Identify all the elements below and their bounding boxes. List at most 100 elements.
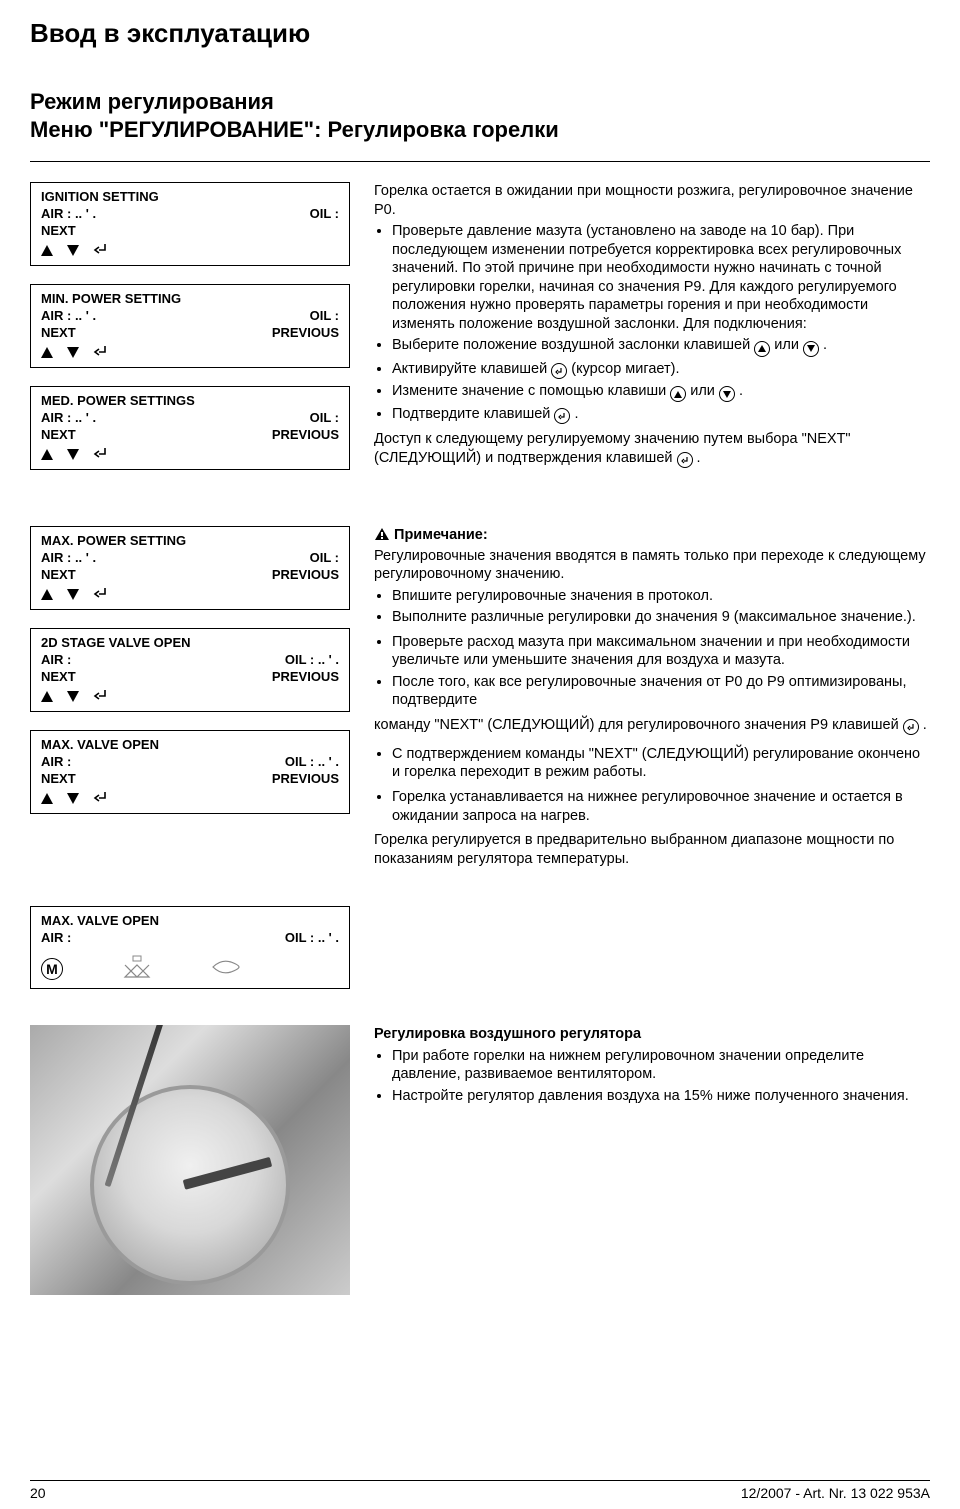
prev-label: PREVIOUS (272, 771, 339, 786)
up-icon (41, 245, 53, 256)
body-text-1: Горелка остается в ожидании при мощности… (374, 182, 930, 488)
down-icon (67, 347, 79, 358)
prev-label: PREVIOUS (272, 427, 339, 442)
enter-icon (93, 344, 109, 361)
next-label: NEXT (41, 223, 76, 238)
body3-title: Регулировка воздушного регулятора (374, 1026, 641, 1042)
air-label: AIR : .. ' . (41, 206, 96, 221)
enter-icon (93, 688, 109, 705)
next-label: NEXT (41, 427, 76, 442)
footer: 20 12/2007 - Art. Nr. 13 022 953A (30, 1480, 930, 1501)
down-circle-icon (719, 386, 735, 402)
panel-title: 2D STAGE VALVE OPEN (41, 635, 339, 650)
motor-icon: M (41, 958, 63, 980)
bullet: После того, как все регулировочные значе… (392, 673, 930, 710)
next-label: NEXT (41, 771, 76, 786)
enter-icon (93, 446, 109, 463)
enter-circle-icon (554, 408, 570, 424)
next-label: NEXT (41, 567, 76, 582)
bullet: Активируйте клавишей (курсор мигает). (392, 360, 930, 379)
panel-title: MAX. POWER SETTING (41, 533, 339, 548)
regulator-photo (30, 1025, 350, 1295)
oil-label: OIL : .. ' . (285, 930, 339, 945)
up-icon (41, 691, 53, 702)
up-circle-icon (754, 341, 770, 357)
up-icon (41, 449, 53, 460)
panel-ignition: IGNITION SETTING AIR : .. ' . OIL : NEXT (30, 182, 350, 266)
heading: Режим регулирования (30, 89, 930, 115)
panel-2d-stage: 2D STAGE VALVE OPEN AIR : OIL : .. ' . N… (30, 628, 350, 712)
bullet: С подтверждением команды "NEXT" (СЛЕДУЮЩ… (392, 745, 930, 782)
divider (30, 161, 930, 162)
note-text: Регулировочные значения вводятся в памят… (374, 547, 930, 584)
enter-circle-icon (677, 452, 693, 468)
panel-title: MIN. POWER SETTING (41, 291, 339, 306)
subtitle: Меню "РЕГУЛИРОВАНИЕ": Регулировка горелк… (30, 117, 930, 143)
up-icon (41, 793, 53, 804)
prev-label: PREVIOUS (272, 325, 339, 340)
down-icon (67, 245, 79, 256)
panel-med-power: MED. POWER SETTINGS AIR : .. ' . OIL : N… (30, 386, 350, 470)
panel-min-power: MIN. POWER SETTING AIR : .. ' . OIL : NE… (30, 284, 350, 368)
down-icon (67, 449, 79, 460)
page-number: 20 (30, 1485, 46, 1501)
oil-label: OIL : (310, 410, 339, 425)
air-label: AIR : .. ' . (41, 550, 96, 565)
down-icon (67, 691, 79, 702)
bullet: Подтвердите клавишей . (392, 405, 930, 424)
prev-label: PREVIOUS (272, 669, 339, 684)
next-label: NEXT (41, 325, 76, 340)
next-label: NEXT (41, 669, 76, 684)
air-label: AIR : .. ' . (41, 308, 96, 323)
body-text-2: Примечание: Регулировочные значения ввод… (374, 526, 930, 868)
panel-title: MED. POWER SETTINGS (41, 393, 339, 408)
up-icon (41, 589, 53, 600)
panel-title: IGNITION SETTING (41, 189, 339, 204)
note-label: Примечание: (394, 527, 488, 543)
panel-title: MAX. VALVE OPEN (41, 737, 339, 752)
down-icon (67, 793, 79, 804)
oil-label: OIL : .. ' . (285, 754, 339, 769)
oil-label: OIL : (310, 550, 339, 565)
bullet: Проверьте расход мазута при максимальном… (392, 633, 930, 670)
p0: Горелка остается в ожидании при мощности… (374, 182, 930, 219)
bullet: Горелка устанавливается на нижнее регули… (392, 788, 930, 825)
enter-icon (93, 790, 109, 807)
enter-circle-icon (551, 363, 567, 379)
air-label: AIR : (41, 754, 71, 769)
enter-icon (93, 242, 109, 259)
up-icon (41, 347, 53, 358)
valve-icon (123, 955, 151, 982)
down-circle-icon (803, 341, 819, 357)
prev-label: PREVIOUS (272, 567, 339, 582)
air-label: AIR : .. ' . (41, 410, 96, 425)
air-label: AIR : (41, 930, 71, 945)
bullet: Настройте регулятор давления воздуха на … (392, 1087, 930, 1106)
bullet: При работе горелки на нижнем регулировоч… (392, 1047, 930, 1084)
doc-ref: 12/2007 - Art. Nr. 13 022 953A (741, 1485, 930, 1501)
flame-icon (211, 958, 241, 979)
bullet: Выполните различные регулировки до значе… (392, 608, 930, 627)
after-text: Горелка регулируется в предварительно вы… (374, 831, 930, 868)
bullet: Выберите положение воздушной заслонки кл… (392, 336, 930, 357)
page-title: Ввод в эксплуатацию (30, 18, 930, 49)
down-icon (67, 589, 79, 600)
bullet: Измените значение с помощью клавиши или … (392, 382, 930, 403)
enter-circle-icon (903, 719, 919, 735)
panel-max-power: MAX. POWER SETTING AIR : .. ' . OIL : NE… (30, 526, 350, 610)
warning-icon (374, 527, 390, 547)
oil-label: OIL : (310, 308, 339, 323)
p1: Доступ к следующему регулируемому значен… (374, 430, 930, 468)
panel-max-valve-2: MAX. VALVE OPEN AIR : OIL : .. ' . M (30, 906, 350, 989)
bullet: Проверьте давление мазута (установлено н… (392, 222, 930, 333)
cmd-text: команду "NEXT" (СЛЕДУЮЩИЙ) для регулиров… (374, 717, 903, 733)
air-label: AIR : (41, 652, 71, 667)
oil-label: OIL : (310, 206, 339, 221)
panel-title: MAX. VALVE OPEN (41, 913, 339, 928)
oil-label: OIL : .. ' . (285, 652, 339, 667)
up-circle-icon (670, 386, 686, 402)
body-text-3: Регулировка воздушного регулятора При ра… (374, 1025, 930, 1295)
enter-icon (93, 586, 109, 603)
bullet: Впишите регулировочные значения в проток… (392, 587, 930, 606)
panel-max-valve: MAX. VALVE OPEN AIR : OIL : .. ' . NEXT … (30, 730, 350, 814)
